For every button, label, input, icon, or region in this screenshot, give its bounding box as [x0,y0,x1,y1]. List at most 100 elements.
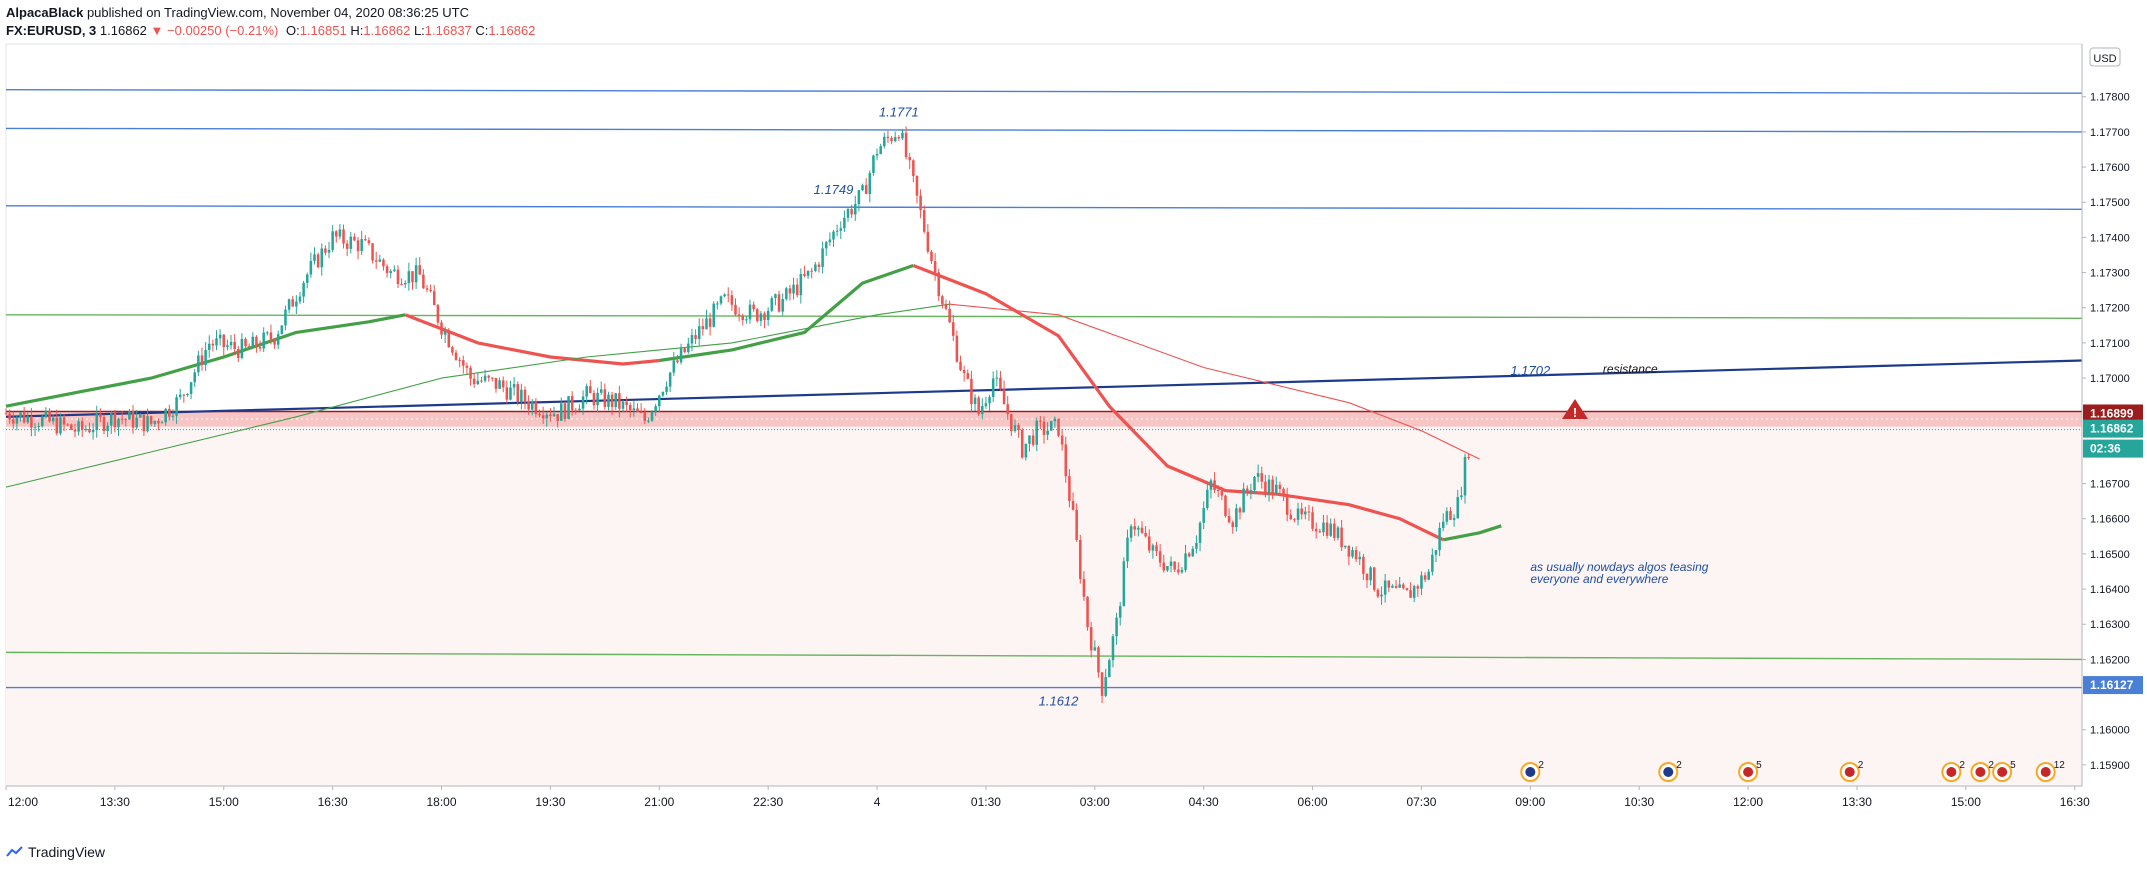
candle-body [440,322,443,335]
time-tick-label: 06:00 [1298,795,1328,809]
candle-body [1412,586,1416,598]
candle-body [1180,569,1184,573]
event-count: 2 [1988,760,1994,771]
candle-body [458,359,461,361]
time-scale[interactable]: 12:00 13:30 15:00 16:30 18:00 19:30 21:00 22:30… [5,786,2090,809]
annotation-high-1771: 1.1771 [879,104,919,119]
candle-body [1133,526,1137,530]
candle-body [1144,532,1147,537]
candle-body [109,413,113,426]
candle-body [1267,479,1271,494]
candle-body [1060,435,1064,445]
candle-body [607,394,610,407]
candle-body [1068,476,1071,501]
symbol-label[interactable]: FX:EURUSD, 3 [6,23,97,38]
candle-body [204,349,207,365]
candle-body [984,403,988,407]
us-flag-event-icon[interactable]: 5 [1992,760,2016,782]
candle-body [476,380,480,385]
candle-body [632,408,636,411]
warning-icon[interactable]: ! [1562,399,1588,420]
candle-body [1006,404,1009,415]
candle-body [1235,508,1238,527]
us-flag-event-icon[interactable]: 5 [1738,760,1762,782]
candle-body [817,264,821,267]
svg-text:!: ! [1573,405,1577,420]
candle-body [262,332,265,349]
flag-event-icon[interactable]: 2 [1658,760,1682,782]
price-tick-label: 1.17300 [2090,268,2130,280]
annotation-high-1749: 1.1749 [814,182,854,197]
us-flag-event-icon[interactable]: 2 [1839,760,1864,782]
footer: TradingView [6,844,105,860]
price-scale[interactable]: 1.17800 1.17700 1.17600 1.17500 1.17400 1.173… [2082,92,2130,772]
candle-body [610,394,614,408]
candle-body [335,231,338,237]
support-price-label[interactable]: 1.16127 [2083,676,2143,695]
candle-body [483,375,487,381]
candle-body [788,288,792,294]
candle-body [530,402,534,410]
candle-body [95,413,99,431]
zone-price-label[interactable]: 1.16899 [2083,404,2143,423]
candle-body [585,386,588,397]
candle-body [1278,484,1282,489]
candle-body [1256,473,1260,477]
price-tick-label: 1.17100 [2090,338,2130,350]
flag-event-icon[interactable]: 2 [1520,760,1544,782]
candle-body [712,303,715,327]
trendline-resistance[interactable] [5,359,2083,418]
candle-body [331,231,334,250]
us-flag-event-icon[interactable]: 2 [1941,760,1965,782]
candle-body [1118,606,1122,618]
candle-body [1373,567,1376,590]
candle-body [1347,545,1351,557]
candle-body [1082,578,1086,597]
candle-body [41,416,44,427]
candle-body [345,243,349,249]
ohlc-high: H:1.16862 [350,23,411,38]
candle-body [843,217,846,229]
publish-line: AlpacaBlack published on TradingView.com… [6,4,535,22]
candle-body [284,309,287,326]
moving-average-line [949,303,1480,460]
candle-body [70,424,73,430]
candle-body [1220,491,1224,496]
candle-body [1369,567,1372,581]
us-flag-event-icon[interactable]: 2 [1970,760,1994,782]
us-flag-event-icon[interactable]: 12 [2035,760,2066,782]
annotation-resistance: resistance [1603,362,1658,376]
time-tick-label: 12:00 [1733,795,1763,809]
candle-body [382,259,385,267]
currency-badge[interactable]: USD [2089,47,2121,67]
price-tick-label: 1.16000 [2090,725,2130,737]
candle-body [135,417,138,428]
candle-body [890,138,893,142]
candle-body [1467,456,1470,458]
time-tick-label: 22:30 [753,795,783,809]
brand-name[interactable]: TradingView [28,844,106,860]
candle-body [770,298,774,311]
last-price-label[interactable]: 1.16862 [2083,419,2143,438]
countdown-label[interactable]: 02:36 [2083,439,2143,458]
candle-body [785,288,788,300]
annotation-comment-line-1: as usually nowdays algos teasing [1530,560,1708,574]
candle-body [1304,511,1307,515]
candle-body [1166,566,1169,571]
candle-body [737,314,741,316]
moving-average-line [912,264,1444,542]
candle-body [1362,556,1365,574]
candle-body [1231,522,1234,527]
candle-body [930,251,933,262]
tradingview-logo-icon[interactable] [6,846,24,858]
candle-body [295,301,298,307]
price-tick-label: 1.17600 [2090,162,2130,174]
candle-body [658,395,661,407]
author-name[interactable]: AlpacaBlack [6,5,84,20]
candle-body [99,413,102,418]
annotation-level-1702: 1.1702 [1510,363,1551,378]
candle-body [168,408,171,417]
candle-body [1010,414,1013,432]
candle-body [207,343,211,350]
